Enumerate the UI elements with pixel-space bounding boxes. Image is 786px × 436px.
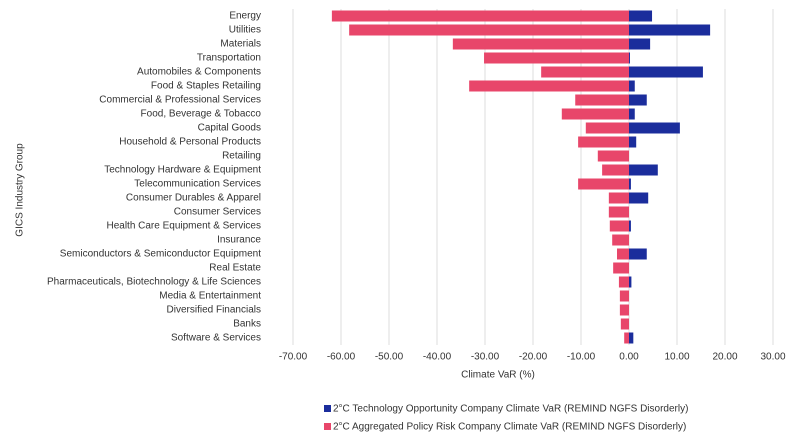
bar [452, 38, 629, 50]
bar [629, 122, 680, 134]
bar [629, 220, 631, 232]
bar [629, 136, 637, 148]
bar [618, 276, 629, 288]
y-tick-label: Telecommunication Services [134, 179, 261, 190]
bar [578, 178, 629, 190]
bar [619, 290, 629, 302]
y-tick-label: Consumer Services [174, 207, 261, 218]
bar [629, 66, 703, 78]
y-tick-label: Software & Services [171, 333, 261, 344]
y-tick-label: Energy [229, 11, 261, 22]
y-tick-label: Semiconductors & Semiconductor Equipment [60, 249, 261, 260]
bar [597, 150, 629, 162]
y-tick-label: Transportation [197, 53, 261, 64]
y-tick-label: Consumer Durables & Apparel [126, 193, 261, 204]
bar [541, 66, 629, 78]
bar [484, 52, 629, 64]
bar [609, 220, 629, 232]
y-tick-label: Health Care Equipment & Services [106, 221, 261, 232]
bar [469, 80, 629, 92]
x-axis-title: Climate VaR (%) [461, 370, 535, 381]
bar [629, 52, 630, 64]
y-tick-label: Technology Hardware & Equipment [104, 165, 261, 176]
bar [619, 304, 629, 316]
bar [620, 318, 629, 330]
x-tick-label: -70.00 [279, 352, 308, 363]
legend-swatch [324, 405, 331, 412]
y-tick-label: Household & Personal Products [119, 137, 261, 148]
bar [629, 178, 631, 190]
bar [629, 192, 649, 204]
legend-label: 2°C Aggregated Policy Risk Company Clima… [333, 422, 686, 432]
x-tick-label: -10.00 [567, 352, 596, 363]
x-tick-label: 30.00 [760, 352, 785, 363]
bar [629, 108, 635, 120]
y-tick-label: Utilities [229, 25, 261, 36]
y-tick-label: Automobiles & Components [137, 67, 261, 78]
bar [608, 192, 629, 204]
bar [349, 24, 629, 36]
y-tick-label: Banks [233, 319, 261, 330]
bar [613, 262, 629, 274]
bar [629, 248, 647, 260]
bar [629, 10, 653, 22]
bar [629, 332, 634, 344]
y-tick-label: Pharmaceuticals, Biotechnology & Life Sc… [47, 277, 261, 288]
legend-swatch [324, 423, 331, 430]
y-tick-label: Materials [220, 39, 261, 50]
y-tick-label: Retailing [222, 151, 261, 162]
x-tick-label: 10.00 [664, 352, 689, 363]
bar [602, 164, 629, 176]
bar [578, 136, 629, 148]
bar [608, 206, 629, 218]
bar [575, 94, 629, 106]
bar [629, 94, 647, 106]
x-tick-label: -60.00 [327, 352, 356, 363]
y-tick-label: Diversified Financials [167, 305, 261, 316]
y-tick-label: Insurance [217, 235, 261, 246]
bar [629, 80, 635, 92]
y-tick-label: Media & Entertainment [159, 291, 261, 302]
bar [629, 24, 711, 36]
y-tick-label: Food & Staples Retailing [151, 81, 261, 92]
bar [612, 234, 629, 246]
bar [624, 332, 629, 344]
x-tick-label: -20.00 [519, 352, 548, 363]
legend-label: 2°C Technology Opportunity Company Clima… [333, 404, 688, 415]
y-tick-label: Food, Beverage & Tobacco [141, 109, 262, 120]
bar [585, 122, 629, 134]
bar [629, 276, 632, 288]
bar [629, 164, 658, 176]
bar [331, 10, 629, 22]
bar [617, 248, 629, 260]
y-axis-title: GICS Industry Group [15, 143, 26, 237]
x-tick-label: 20.00 [712, 352, 737, 363]
bar [561, 108, 629, 120]
bar [629, 38, 651, 50]
x-tick-label: 0.00 [619, 352, 639, 363]
y-tick-label: Capital Goods [198, 123, 261, 134]
y-tick-label: Commercial & Professional Services [99, 95, 261, 106]
x-tick-label: -50.00 [375, 352, 404, 363]
x-tick-label: -30.00 [471, 352, 500, 363]
y-tick-label: Real Estate [209, 263, 261, 274]
x-tick-label: -40.00 [423, 352, 452, 363]
